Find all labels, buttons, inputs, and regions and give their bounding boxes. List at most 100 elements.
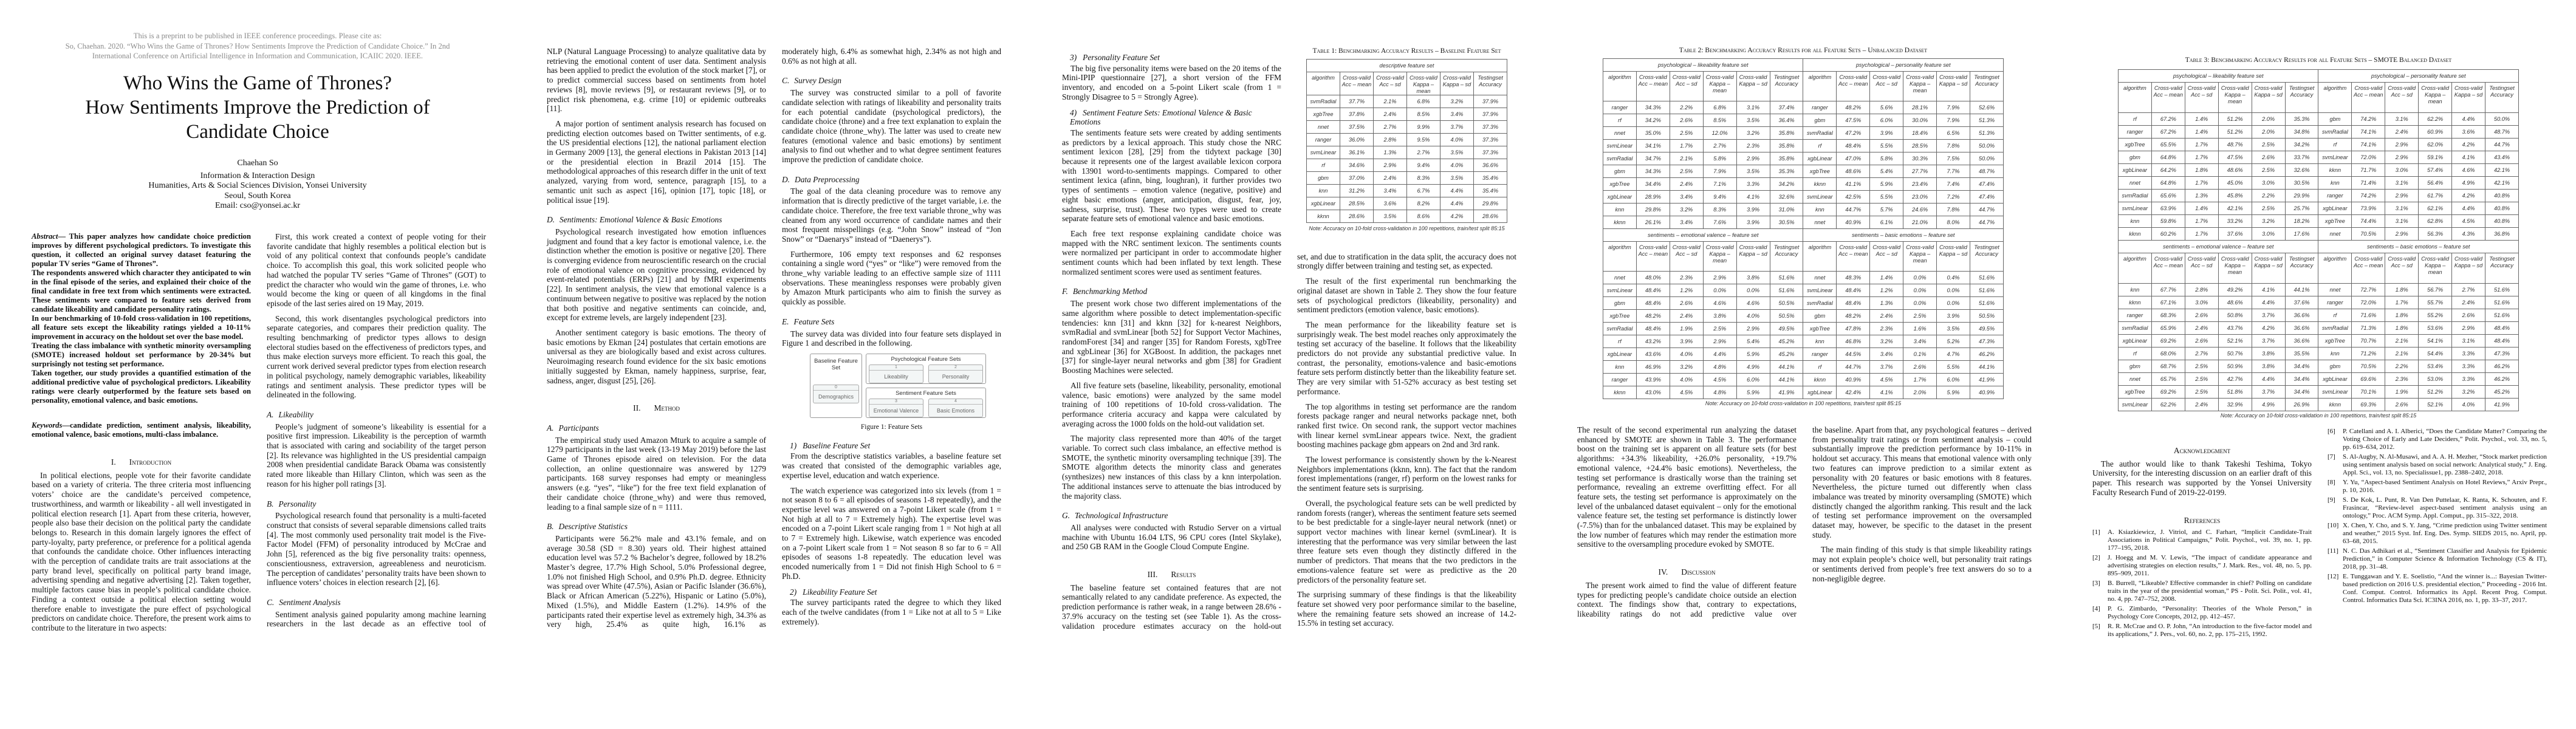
algorithm-cell: knn bbox=[1603, 360, 1637, 374]
value-cell: 6.8% bbox=[1406, 95, 1440, 108]
baseline-feature-set-box: Baseline Feature Set 0 Demographics bbox=[810, 353, 862, 418]
feature-set-label: Personality bbox=[942, 373, 970, 380]
value-cell: 59.1% bbox=[2418, 151, 2453, 164]
value-cell: 1.7% bbox=[2184, 151, 2219, 164]
value-cell: 28.5% bbox=[1340, 197, 1374, 210]
value-cell: 3.0% bbox=[2251, 176, 2286, 190]
table-row: xgbLinear 28.5% 3.6% 8.2% 4.4% 29.8% bbox=[1306, 197, 1507, 210]
algorithm-cell: xgbTree bbox=[1803, 165, 1837, 178]
value-cell: 2.2% bbox=[2251, 189, 2286, 202]
value-cell: 50.7% bbox=[2218, 347, 2252, 360]
reference-text: E. Tunggawan and Y. E. Soelistio, “And t… bbox=[2343, 573, 2547, 604]
value-cell: 51.8% bbox=[2218, 385, 2252, 399]
value-cell: 3.8% bbox=[2251, 360, 2286, 373]
value-cell: 3.9% bbox=[1936, 309, 1970, 323]
value-cell: 31.0% bbox=[1769, 203, 1804, 216]
algorithm-cell: nnet bbox=[1803, 216, 1837, 229]
value-cell: 36.1% bbox=[1340, 146, 1374, 159]
text-column: moderately high, 6.4% as somewhat high, … bbox=[782, 47, 1001, 632]
value-cell: 5.9% bbox=[1736, 386, 1770, 399]
algorithm-cell: svmLinear bbox=[1603, 139, 1637, 152]
value-cell: 0.0% bbox=[1903, 271, 1937, 284]
value-cell: 44.1% bbox=[1769, 360, 1804, 374]
value-cell: 2.5% bbox=[1669, 126, 1704, 140]
value-cell: 23.4% bbox=[1903, 177, 1937, 191]
algorithm-cell: gbm bbox=[1803, 309, 1837, 323]
reference-item: [10] X. Chen, Y. Cho, and S. Y. Jang, “Cr… bbox=[2328, 522, 2547, 546]
value-cell: 72.7% bbox=[2351, 283, 2386, 296]
value-cell: 5.5% bbox=[1869, 190, 1904, 204]
value-cell: 0.4% bbox=[1936, 271, 1970, 284]
paragraph: NLP (Natural Language Processing) to ana… bbox=[547, 47, 766, 114]
paper-title: Who Wins the Game of Thrones? How Sentim… bbox=[0, 71, 515, 144]
value-cell: 32.6% bbox=[2284, 163, 2319, 177]
value-cell: 29.9% bbox=[2284, 189, 2319, 202]
value-cell: 2.8% bbox=[2184, 283, 2219, 296]
value-cell: 47.2% bbox=[1836, 126, 1871, 140]
value-cell: 71.2% bbox=[2351, 347, 2386, 360]
algorithm-cell: rf bbox=[1803, 360, 1837, 374]
value-cell: 40.9% bbox=[1836, 373, 1871, 386]
value-cell: 51.6% bbox=[1969, 284, 2004, 297]
value-cell: 37.9% bbox=[1473, 95, 1507, 108]
value-cell: 3.5% bbox=[1373, 210, 1407, 223]
column-header: Cross-valid Kappa – mean bbox=[2218, 82, 2252, 113]
heading-number: 1) bbox=[790, 440, 797, 450]
author-block: Chaehan So Information & Interaction Des… bbox=[0, 159, 515, 211]
section-title-row: sentiments – emotional valence – feature… bbox=[1602, 228, 2004, 242]
value-cell: 60.9% bbox=[2418, 125, 2453, 139]
reference-number: [11] bbox=[2328, 547, 2338, 555]
value-cell: 2.6% bbox=[2251, 151, 2286, 164]
value-cell: 3.2% bbox=[1669, 360, 1704, 374]
value-cell: 51.3% bbox=[1969, 114, 2004, 127]
paragraph: A major portion of sentiment analysis re… bbox=[547, 118, 766, 205]
reference-text: Y. Yu, “Aspect-based Sentiment Analysis … bbox=[2343, 479, 2547, 494]
value-cell: 44.7% bbox=[1836, 203, 1871, 216]
algorithm-cell: svmLinear bbox=[1803, 284, 1837, 297]
heading-number: G. bbox=[1062, 511, 1070, 521]
value-cell: 4.9% bbox=[2451, 176, 2485, 190]
column-header: Cross-valid Kappa – sd bbox=[1736, 71, 1770, 101]
column-header: Cross-valid Kappa – mean bbox=[1903, 241, 1937, 272]
table-row: gbm 48.4% 2.6% 4.6% 4.6% 50.5% svmRadial 48.4% 1… bbox=[1603, 296, 2004, 310]
table-row: kknn 67.1% 3.0% 48.6% 4.4% 37.6% ranger 72.0% 1.… bbox=[2118, 296, 2519, 309]
subsection-heading: D. Sentiments: Emotional Valence & Basic … bbox=[547, 215, 766, 225]
value-cell: 62.1% bbox=[2418, 202, 2453, 215]
value-cell: 3.4% bbox=[1903, 335, 1937, 348]
value-cell: 34.4% bbox=[1636, 177, 1670, 191]
value-cell: 3.2% bbox=[1440, 95, 1474, 108]
algorithm-cell: nnet bbox=[1306, 120, 1340, 134]
paragraph: The present work chose two different imp… bbox=[1062, 299, 1281, 375]
feature-set-number: 1 bbox=[869, 365, 923, 371]
value-cell: 3.7% bbox=[1440, 120, 1474, 134]
value-cell: 52.6% bbox=[1969, 101, 2004, 114]
value-cell: 41.1% bbox=[1836, 177, 1871, 191]
paragraph: The survey data was divided into four fe… bbox=[782, 329, 1001, 348]
column-header: algorithm bbox=[1603, 241, 1637, 272]
value-cell: 46.2% bbox=[2484, 372, 2519, 386]
value-cell: 49.5% bbox=[1769, 322, 1804, 335]
value-cell: 51.6% bbox=[1969, 271, 2004, 284]
heading-number: 2) bbox=[790, 587, 797, 597]
value-cell: 2.3% bbox=[1736, 139, 1770, 152]
value-cell: 43.9% bbox=[1636, 373, 1670, 386]
algorithm-cell: ranger bbox=[1603, 373, 1637, 386]
paragraph: Participants were 56.2% male and 43.1% f… bbox=[547, 533, 766, 629]
value-cell: 2.6% bbox=[2451, 309, 2485, 322]
algorithm-cell: xgbLinear bbox=[1803, 152, 1837, 165]
figure-feature-sets: Baseline Feature Set 0 Demographics Psychol… bbox=[810, 353, 986, 418]
heading-number: A. bbox=[547, 423, 554, 433]
value-cell: 0.0% bbox=[1736, 284, 1770, 297]
value-cell: 1.3% bbox=[2184, 189, 2219, 202]
table-row: svmRadial 37.7% 2.1% 6.8% 3.2% 37.9% bbox=[1306, 95, 1507, 108]
value-cell: 2.5% bbox=[1669, 165, 1704, 178]
value-cell: 48.4% bbox=[1836, 284, 1871, 297]
heading-number: D. bbox=[547, 215, 555, 225]
text-column: First, this work created a context of pe… bbox=[267, 232, 486, 629]
value-cell: 51.3% bbox=[1969, 126, 2004, 140]
table-row: rf 67.2% 1.4% 51.2% 2.0% 35.3% gbm 74.2% 3.1% 62.… bbox=[2118, 112, 2519, 126]
algorithm-cell: gbm bbox=[1603, 165, 1637, 178]
heading-number: II. bbox=[633, 403, 641, 413]
author-affiliation: Humanities, Arts & Social Sciences Divis… bbox=[148, 181, 367, 191]
value-cell: 6.1% bbox=[1869, 216, 1904, 229]
